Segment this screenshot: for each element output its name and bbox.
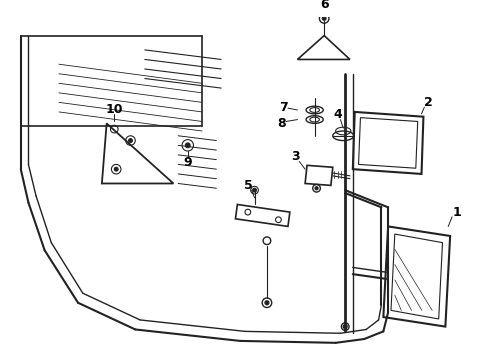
Circle shape	[185, 143, 190, 148]
Text: 6: 6	[320, 0, 328, 10]
Circle shape	[315, 187, 318, 190]
Text: 1: 1	[452, 206, 461, 219]
Text: 3: 3	[291, 150, 300, 163]
Circle shape	[128, 139, 132, 143]
Text: 5: 5	[245, 179, 253, 192]
Text: 10: 10	[105, 103, 123, 116]
Text: 7: 7	[279, 101, 288, 114]
Circle shape	[253, 188, 256, 192]
Text: 2: 2	[424, 96, 433, 109]
Circle shape	[265, 301, 269, 305]
Circle shape	[322, 17, 326, 20]
Circle shape	[114, 167, 118, 171]
Circle shape	[343, 325, 347, 329]
Text: 8: 8	[277, 117, 286, 130]
Text: 4: 4	[333, 108, 342, 121]
Text: 9: 9	[183, 156, 192, 169]
